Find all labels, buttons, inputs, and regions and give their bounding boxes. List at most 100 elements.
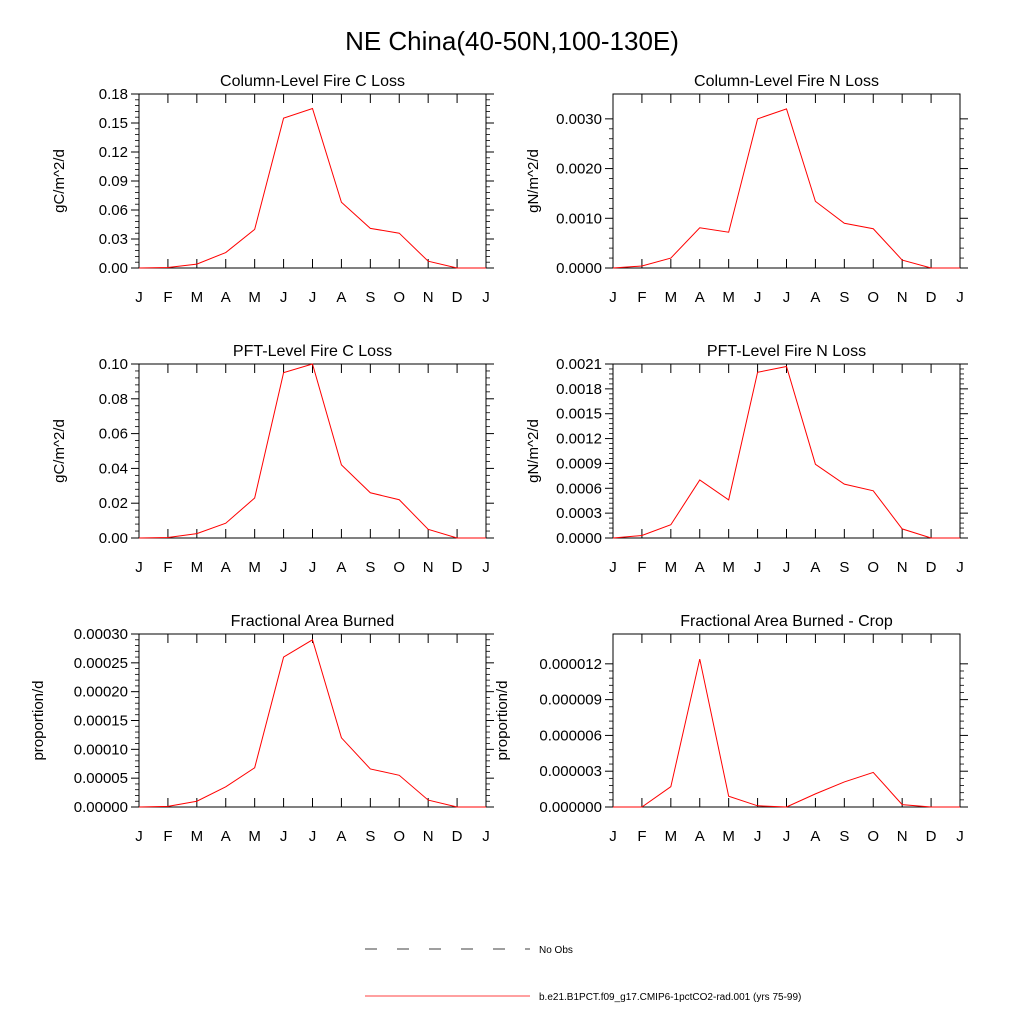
x-tick-label: N <box>423 828 434 845</box>
x-tick-label: A <box>221 559 231 576</box>
y-tick-label: 0.00030 <box>74 626 128 643</box>
x-tick-label: M <box>191 559 204 576</box>
y-tick-label: 0.00025 <box>74 655 128 672</box>
x-tick-label: M <box>722 559 735 576</box>
x-tick-label: F <box>637 559 646 576</box>
x-tick-label: S <box>365 828 375 845</box>
plot-frame <box>612 93 961 269</box>
main-title: NE China(40-50N,100-130E) <box>345 26 679 56</box>
x-tick-label: J <box>482 289 490 306</box>
panel-title: Fractional Area Burned - Crop <box>680 613 893 630</box>
x-tick-label: D <box>926 828 937 845</box>
x-tick-label: A <box>810 559 820 576</box>
x-tick-label: N <box>897 828 908 845</box>
y-axis-label: proportion/d <box>30 680 47 760</box>
x-tick-label: N <box>423 289 434 306</box>
x-tick-label: M <box>665 559 678 576</box>
y-tick-label: 0.00010 <box>74 741 128 758</box>
legend-label-no-obs: No Obs <box>539 945 573 956</box>
x-tick-label: D <box>926 289 937 306</box>
y-tick-label: 0.0015 <box>556 406 602 423</box>
y-tick-label: 0.08 <box>99 391 128 408</box>
series-line <box>138 639 486 808</box>
x-tick-label: M <box>191 828 204 845</box>
y-tick-label: 0.000000 <box>539 799 602 816</box>
plot-frame <box>138 633 487 808</box>
x-tick-label: O <box>393 559 405 576</box>
x-tick-label: D <box>452 289 463 306</box>
series-line <box>138 107 486 269</box>
x-tick-label: A <box>336 289 346 306</box>
x-tick-label: D <box>452 559 463 576</box>
x-tick-label: J <box>482 559 490 576</box>
y-tick-label: 0.00015 <box>74 713 128 730</box>
x-tick-label: J <box>609 828 617 845</box>
y-tick-label: 0.00005 <box>74 770 128 787</box>
plot-frame <box>612 633 961 808</box>
x-tick-label: A <box>221 828 231 845</box>
x-tick-label: J <box>309 559 317 576</box>
x-tick-label: M <box>248 828 261 845</box>
y-tick-label: 0.0006 <box>556 480 602 497</box>
x-tick-label: O <box>867 289 879 306</box>
y-tick-label: 0.0012 <box>556 431 602 448</box>
x-tick-label: J <box>956 289 964 306</box>
x-tick-label: O <box>393 828 405 845</box>
y-tick-label: 0.18 <box>99 86 128 103</box>
x-tick-label: J <box>309 289 317 306</box>
series-line <box>613 658 960 808</box>
x-tick-label: J <box>754 828 762 845</box>
y-tick-label: 0.04 <box>99 460 128 477</box>
y-tick-label: 0.0021 <box>556 356 602 373</box>
x-tick-label: J <box>754 289 762 306</box>
y-tick-label: 0.03 <box>99 231 128 248</box>
y-tick-label: 0.10 <box>99 356 128 373</box>
x-tick-label: A <box>695 289 705 306</box>
y-tick-label: 0.09 <box>99 173 128 190</box>
panel-title: PFT-Level Fire C Loss <box>233 343 392 360</box>
y-tick-label: 0.000009 <box>539 692 602 709</box>
y-tick-label: 0.000006 <box>539 727 602 744</box>
x-tick-label: J <box>783 289 791 306</box>
y-tick-label: 0.000012 <box>539 656 602 673</box>
x-tick-label: M <box>665 828 678 845</box>
x-tick-label: A <box>336 828 346 845</box>
y-tick-label: 0.15 <box>99 115 128 132</box>
x-tick-label: S <box>365 559 375 576</box>
x-tick-label: D <box>452 828 463 845</box>
series-line <box>612 365 960 539</box>
x-tick-label: M <box>722 828 735 845</box>
legend-label-model: b.e21.B1PCT.f09_g17.CMIP6-1pctCO2-rad.00… <box>539 992 801 1003</box>
series-line <box>612 108 960 269</box>
x-tick-label: J <box>280 289 288 306</box>
y-axis-label: gN/m^2/d <box>525 419 542 483</box>
x-tick-label: J <box>609 559 617 576</box>
x-tick-label: J <box>280 828 288 845</box>
x-tick-label: F <box>163 559 172 576</box>
plot-frame <box>138 363 487 539</box>
panel-title: Fractional Area Burned <box>231 613 395 630</box>
y-tick-label: 0.0003 <box>556 505 602 522</box>
y-tick-label: 0.00020 <box>74 684 128 701</box>
x-tick-label: N <box>897 559 908 576</box>
x-tick-label: A <box>221 289 231 306</box>
plot-frame <box>612 363 961 539</box>
y-axis-label: gC/m^2/d <box>51 149 68 213</box>
x-tick-label: A <box>695 559 705 576</box>
x-tick-label: S <box>365 289 375 306</box>
x-tick-label: J <box>956 828 964 845</box>
x-tick-label: J <box>609 289 617 306</box>
x-tick-label: J <box>280 559 288 576</box>
x-tick-label: F <box>163 289 172 306</box>
x-tick-label: J <box>309 828 317 845</box>
panel-title: Column-Level Fire C Loss <box>220 73 405 90</box>
x-tick-label: N <box>897 289 908 306</box>
x-tick-label: J <box>135 289 143 306</box>
x-tick-label: F <box>637 289 646 306</box>
y-tick-label: 0.06 <box>99 202 128 219</box>
x-tick-label: J <box>482 828 490 845</box>
x-tick-label: M <box>248 559 261 576</box>
